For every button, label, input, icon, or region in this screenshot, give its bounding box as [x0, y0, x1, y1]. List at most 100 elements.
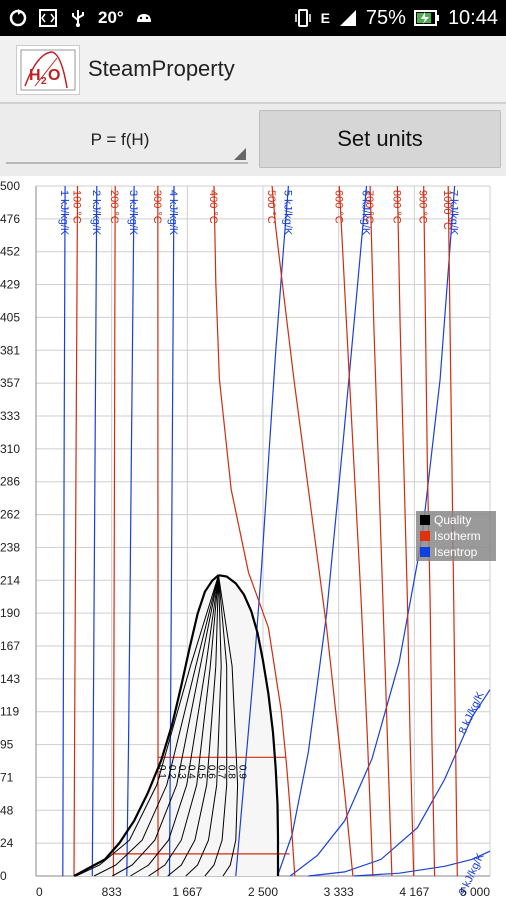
isentrope-label: 4 kJ/kg/K	[167, 190, 179, 236]
isentrope-line	[91, 185, 98, 877]
spinner-arrow-icon	[234, 148, 246, 160]
isentrope-line	[289, 185, 456, 877]
ph-chart[interactable]: 1 kJ/kg/K 2 kJ/kg/K 3 kJ/kg/K 4 kJ/kg/K 5 kJ…	[0, 176, 506, 900]
isentrope-line	[308, 689, 491, 877]
y-tick-label: 262	[0, 508, 20, 522]
controls-bar: P = f(H) Set units	[0, 104, 506, 176]
y-tick-label: 24	[0, 836, 14, 850]
isotherm-line	[73, 185, 79, 877]
quality-label: 0.3	[176, 765, 187, 779]
y-tick-label: 190	[0, 606, 20, 620]
quality-line	[204, 575, 228, 877]
axis-ticks: 0 24 48 71 95 119 143 167 190 214 238 262 286 310 333 3…	[0, 179, 490, 899]
vibrate-icon	[294, 9, 311, 27]
quality-label: 0.4	[186, 765, 197, 779]
isentrope-label: 3 kJ/kg/K	[127, 190, 139, 236]
network-type-text: E	[320, 10, 330, 26]
isotherm-line	[396, 185, 415, 877]
quality-line	[130, 575, 219, 877]
isotherm-label: 900 °C	[417, 190, 429, 224]
quality-line	[167, 575, 219, 877]
legend-label-quality: Quality	[434, 513, 471, 527]
saturated-vapor-line	[218, 574, 280, 876]
quality-label: 0.9	[237, 765, 248, 779]
app-title: SteamProperty	[88, 56, 235, 81]
y-tick-label: 476	[0, 212, 20, 226]
battery-charging-icon	[413, 10, 439, 26]
isotherm-line	[213, 185, 296, 877]
y-tick-label: 500	[0, 179, 20, 193]
y-tick-label: 238	[0, 540, 20, 554]
isentrope-line	[276, 185, 368, 877]
isentrope-label: 5 kJ/kg/K	[281, 190, 293, 236]
y-tick-label: 405	[0, 310, 20, 324]
y-tick-label: 310	[0, 442, 20, 456]
quality-label: 0.5	[196, 765, 207, 779]
svg-text:O: O	[48, 67, 60, 84]
quality-line	[148, 575, 219, 877]
x-tick-label: 3 333	[324, 885, 354, 899]
isotherm-line	[112, 185, 116, 877]
set-units-button[interactable]: Set units	[259, 110, 501, 168]
y-tick-label: 429	[0, 278, 20, 292]
y-tick-label: 119	[0, 705, 19, 719]
saturation-dome-fill	[74, 575, 278, 876]
isentrope-label: 8 kJ/kg/K	[457, 689, 487, 736]
clock-text: 10:44	[447, 6, 498, 29]
legend-label-isentrop: Isentrop	[434, 545, 478, 559]
quality-line	[218, 575, 239, 877]
quality-label: 0.7	[216, 765, 227, 779]
isentrope-label: 1 kJ/kg/K	[58, 190, 70, 236]
usb-icon	[72, 10, 84, 27]
quality-label: 0.6	[206, 765, 217, 779]
x-tick-label: 833	[102, 885, 122, 899]
status-bar: 20° E 75% 10:44	[0, 0, 506, 36]
sync-icon	[9, 9, 27, 27]
function-spinner-value: P = f(H)	[90, 130, 150, 149]
isotherm-label: 800 °C	[390, 190, 402, 224]
chart-legend: Quality Isotherm Isentrop	[416, 511, 496, 561]
legend-swatch-isentrop	[420, 547, 430, 557]
temperature-text: 20°	[98, 8, 124, 27]
y-tick-label: 95	[0, 738, 14, 752]
y-tick-label: 71	[0, 770, 14, 784]
y-tick-label: 286	[0, 475, 20, 489]
quality-line	[185, 575, 222, 877]
isentrope-line	[168, 185, 175, 877]
x-tick-label: 2 500	[248, 885, 278, 899]
isotherm-label: 1000 °C	[441, 190, 453, 230]
quality-line	[75, 575, 219, 877]
saturation-dome-area	[74, 575, 278, 876]
svg-text:2: 2	[41, 76, 47, 87]
isentrope-line	[62, 185, 66, 877]
isotherm-label: 700 °C	[363, 190, 375, 224]
battery-percent-text: 75%	[365, 6, 406, 29]
y-tick-label: 143	[0, 672, 20, 686]
isotherm-line	[338, 185, 374, 877]
isotherm-label: 500 °C	[265, 190, 277, 224]
isotherm-label: 100 °C	[70, 190, 82, 224]
saturated-liquid-line	[73, 574, 220, 877]
quality-lines: 0.10.20.30.40.50.60.70.8 0.9	[73, 574, 280, 877]
y-tick-label: 357	[0, 376, 20, 390]
function-spinner[interactable]: P = f(H)	[6, 118, 248, 164]
y-tick-label: 381	[0, 343, 20, 357]
x-tick-label: 5 000	[460, 885, 490, 899]
isentrope-label: 6 kJ/kg/K	[360, 190, 372, 236]
quality-label: 0.2	[166, 765, 177, 779]
quality-line	[112, 575, 219, 877]
legend-swatch-isotherm	[420, 531, 430, 541]
app-bar: H 2 O SteamProperty	[0, 36, 506, 104]
isotherm-line	[271, 185, 354, 877]
isentrope-line	[353, 850, 491, 877]
y-tick-label: 333	[0, 409, 20, 423]
isotherm-label: 400 °C	[207, 190, 219, 224]
isotherm-label: 300 °C	[151, 190, 163, 224]
h2o-logo[interactable]: H 2 O	[16, 45, 80, 95]
isentrope-label: 2 kJ/kg/K	[90, 190, 102, 236]
isentrope-line	[126, 185, 135, 877]
isentrope-line	[235, 185, 289, 877]
y-tick-label: 48	[0, 803, 14, 817]
y-tick-label: 167	[0, 639, 20, 653]
svg-text:H: H	[29, 67, 41, 84]
